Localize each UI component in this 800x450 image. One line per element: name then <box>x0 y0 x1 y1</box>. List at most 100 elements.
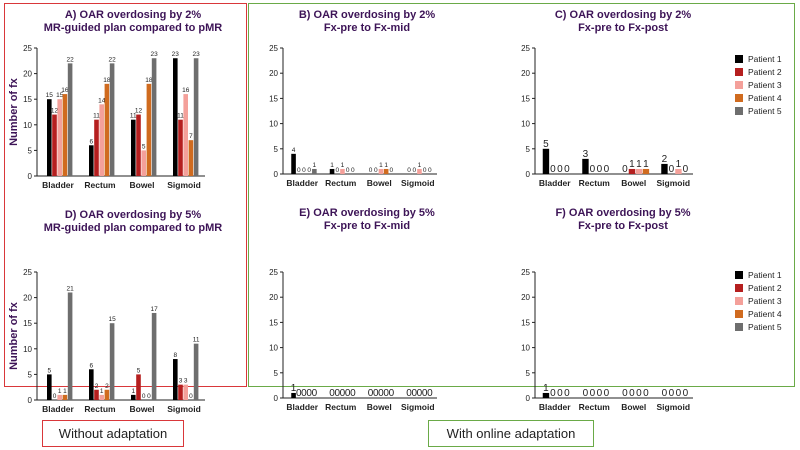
chart-panel-b: B) OAR overdosing by 2%Fx-pre to Fx-mid 0… <box>269 9 437 188</box>
data-label: 6 <box>89 362 93 369</box>
category-label: Bowel <box>129 180 154 190</box>
bar <box>628 168 636 174</box>
bar <box>173 359 178 400</box>
data-label: 1 <box>384 162 388 169</box>
bar <box>52 114 57 176</box>
category-label: Sigmoid <box>167 180 201 190</box>
bar <box>67 63 73 176</box>
data-label: 0 <box>557 164 563 175</box>
data-label: 0 <box>423 167 427 174</box>
data-label: 0 <box>335 167 339 174</box>
data-label: 22 <box>108 56 116 63</box>
bar <box>57 99 62 176</box>
data-label: 0 <box>564 164 570 175</box>
chart-title-line: Fx-pre to Fx-post <box>578 22 668 34</box>
y-tick-label: 0 <box>28 396 33 405</box>
bar <box>136 114 141 176</box>
data-label: 23 <box>192 51 200 58</box>
data-label: 1 <box>636 159 642 170</box>
y-tick-label: 20 <box>521 69 530 78</box>
data-label: 1 <box>379 162 383 169</box>
data-label: 0 <box>329 388 335 399</box>
category-label: Sigmoid <box>656 178 690 188</box>
bar <box>104 389 110 400</box>
bar <box>582 158 589 174</box>
data-label: 0 <box>378 388 384 399</box>
data-label: 0 <box>312 388 318 399</box>
data-label: 0 <box>550 164 556 175</box>
data-label: 0 <box>622 164 628 175</box>
data-label: 5 <box>137 367 141 374</box>
data-label: 17 <box>150 306 158 313</box>
y-tick-label: 20 <box>23 294 32 303</box>
data-label: 7 <box>189 133 193 140</box>
data-label: 0 <box>622 388 628 399</box>
bar <box>136 374 141 400</box>
data-label: 0 <box>383 388 389 399</box>
legend-entry: Patient 3 <box>748 80 782 90</box>
data-label: 0 <box>564 388 570 399</box>
bar <box>178 384 183 400</box>
legend-entry: Patient 4 <box>748 93 782 103</box>
category-label: Rectum <box>325 178 357 188</box>
data-label: 15 <box>46 92 54 99</box>
bar <box>62 94 68 176</box>
chart-panel-d: D) OAR overdosing by 5%MR-guided plan co… <box>8 209 222 414</box>
chart-title-line: D) OAR overdosing by 5% <box>65 209 202 221</box>
data-label: 0 <box>683 388 689 399</box>
data-label: 0 <box>345 388 351 399</box>
legend-entry: Patient 2 <box>748 67 782 77</box>
y-tick-label: 20 <box>269 293 278 302</box>
y-tick-label: 20 <box>521 293 530 302</box>
with-adaptation-group-frame <box>248 3 795 387</box>
y-tick-label: 10 <box>521 344 530 353</box>
data-label: 2 <box>105 383 109 390</box>
data-label: 14 <box>98 97 106 104</box>
legend-swatch <box>735 323 743 331</box>
legend-entry: Patient 2 <box>748 283 782 293</box>
y-tick-label: 10 <box>23 345 32 354</box>
bar <box>131 394 136 400</box>
bar <box>642 168 650 174</box>
bar <box>94 389 99 400</box>
data-label: 0 <box>417 388 423 399</box>
category-label: Rectum <box>325 402 357 412</box>
chart-title-line: E) OAR overdosing by 5% <box>299 207 435 219</box>
category-label: Sigmoid <box>401 402 435 412</box>
bar <box>183 94 188 176</box>
data-label: 0 <box>369 167 373 174</box>
data-label: 0 <box>590 388 596 399</box>
legend-entry: Patient 5 <box>748 322 782 332</box>
data-label: 21 <box>66 285 74 292</box>
bar <box>146 83 152 176</box>
bar <box>151 58 157 176</box>
bar <box>89 145 94 176</box>
data-label: 0 <box>557 388 563 399</box>
chart-title-line: Fx-pre to Fx-mid <box>324 22 410 34</box>
data-label: 3 <box>184 378 188 385</box>
legend-swatch <box>735 284 743 292</box>
legend-swatch <box>735 310 743 318</box>
y-tick-label: 15 <box>269 318 278 327</box>
data-label: 8 <box>173 352 177 359</box>
bar <box>193 343 199 400</box>
y-axis-label: Number of fx <box>8 77 20 146</box>
bar <box>312 168 317 174</box>
chart-panel-c: C) OAR overdosing by 2%Fx-pre to Fx-post… <box>521 9 693 188</box>
bar <box>99 394 104 400</box>
data-label: 0 <box>597 164 603 175</box>
category-label: Sigmoid <box>656 402 690 412</box>
bar <box>417 168 422 174</box>
data-label: 0 <box>189 393 193 400</box>
y-tick-label: 5 <box>274 145 279 154</box>
data-label: 0 <box>53 393 57 400</box>
data-label: 1 <box>313 162 317 169</box>
y-tick-label: 25 <box>269 44 278 53</box>
legend-1: Patient 1 Patient 2 Patient 3 Patient 4 Pati… <box>735 54 782 116</box>
bar <box>542 148 550 174</box>
bar <box>141 150 146 176</box>
y-tick-label: 20 <box>23 70 32 79</box>
chart-panel-f: F) OAR overdosing by 5%Fx-pre to Fx-post… <box>521 207 693 412</box>
bar <box>94 119 99 176</box>
data-label: 2 <box>95 383 99 390</box>
